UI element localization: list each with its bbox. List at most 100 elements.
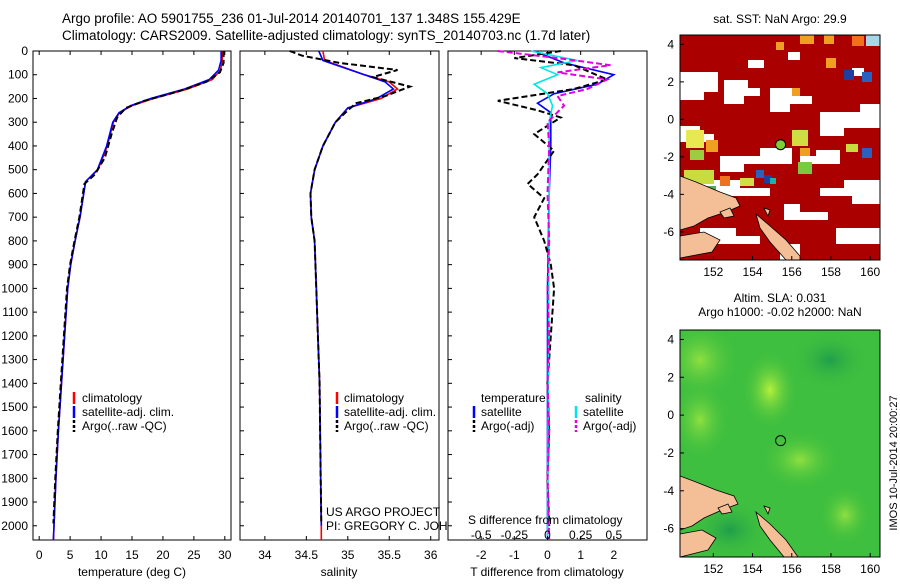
legend-satellite-label: satellite-adj. clim.: [344, 405, 436, 419]
salinity-panel: 34 34.5 35 35.5 36 salinity climatology sate…: [239, 50, 482, 579]
depth-tick-label: 1700: [1, 448, 28, 462]
legend-climatology-label: climatology: [344, 391, 404, 405]
sst-argo-position-marker: [775, 139, 787, 151]
lon-tick-label: 156: [782, 562, 802, 576]
temperature-plot-frame: [32, 50, 232, 541]
salinity-series: [289, 50, 414, 540]
legend-climatology-label: climatology: [82, 391, 142, 405]
depth-tick-label: 300: [8, 115, 28, 129]
lat-tick-label: -6: [663, 522, 674, 536]
lat-tick-label: 2: [667, 370, 674, 384]
salinity-x-label: salinity: [321, 565, 358, 579]
lon-tick-label: 158: [821, 562, 841, 576]
sst-map-field: [680, 35, 880, 260]
temperature-series: [52, 51, 225, 541]
depth-tick-label: 1600: [1, 424, 28, 438]
lat-tick-label: 0: [667, 408, 674, 422]
x-tick-label: 5: [67, 548, 74, 562]
depth-tick-label: 100: [8, 68, 28, 82]
depth-tick-label: 400: [8, 139, 28, 153]
legend-t-satellite-label: satellite: [481, 405, 522, 419]
legend-t-argo-label: Argo(-adj): [481, 419, 534, 433]
legend-argo-label: Argo(..raw -QC): [82, 419, 167, 433]
lon-tick-label: 156: [782, 265, 802, 279]
x-tick-label: 35.5: [378, 548, 402, 562]
legend-argo-label: Argo(..raw -QC): [344, 419, 429, 433]
depth-tick-label: 1300: [1, 353, 28, 367]
imos-timestamp: IMOS 10-Jul-2014 20:00:27: [888, 395, 900, 530]
s-difference-tick-label: -0.25: [501, 528, 529, 542]
temperature-panel: 0 5 10 15 20 25 30 0 100 200 300 400 500 600 700 800 90…: [1, 44, 232, 579]
depth-tick-label: 200: [8, 91, 28, 105]
credit-pi: PI: GREGORY C. JOHNSON: [326, 519, 482, 533]
x-tick-label: 2: [610, 548, 617, 562]
sla-lon-ticks: 152 154 156 158 160: [703, 553, 881, 576]
depth-tick-label: 800: [8, 234, 28, 248]
sla-map-panel: Altim. SLA: 0.031 Argo h1000: -0.02 h200…: [663, 291, 881, 576]
depth-tick-label: 1200: [1, 329, 28, 343]
x-tick-label: 36: [424, 548, 438, 562]
x-tick-label: 34.5: [295, 548, 319, 562]
s-difference-tick-label: 0.5: [605, 528, 622, 542]
sst-map-panel: sat. SST: NaN Argo: 29.9: [663, 12, 880, 279]
sst-top-squares: [776, 35, 880, 96]
s-difference-tick-label: -0.5: [471, 528, 492, 542]
sla-map-field: [680, 330, 871, 557]
sst-lon-ticks: 152 154 156 158 160: [703, 256, 881, 279]
sla-map-title-line1: Altim. SLA: 0.031: [734, 291, 827, 305]
legend-salinity-header: salinity: [585, 391, 622, 405]
x-tick-label: 25: [187, 548, 201, 562]
x-tick-label: 34: [258, 548, 272, 562]
depth-tick-label: 700: [8, 210, 28, 224]
lat-tick-label: -4: [663, 484, 674, 498]
depth-tick-label: 1100: [2, 305, 28, 319]
legend-s-argo-label: Argo(-adj): [583, 419, 636, 433]
depth-tick-label: 0: [21, 44, 28, 58]
lat-tick-label: -2: [663, 150, 674, 164]
series-line-satellite-s: [530, 50, 578, 541]
x-tick-label: -1: [509, 548, 520, 562]
legend-s-satellite-label: satellite: [583, 405, 624, 419]
depth-tick-label: 1400: [1, 376, 28, 390]
lat-tick-label: -6: [663, 225, 674, 239]
s-difference-tick-label: 0.25: [569, 528, 593, 542]
sla-argo-position-marker: [775, 435, 787, 447]
x-tick-label: 0: [36, 548, 43, 562]
temperature-x-ticks: 0 5 10 15 20 25 30: [33, 50, 232, 562]
depth-tick-label: 900: [8, 258, 28, 272]
sla-land: [680, 475, 799, 557]
lon-tick-label: 154: [743, 562, 763, 576]
sst-lat-ticks: 4 2 0 -2 -4 -6: [663, 37, 684, 239]
x-tick-label: 35: [341, 548, 355, 562]
sla-map-title-line2: Argo h1000: -0.02 h2000: NaN: [698, 305, 861, 319]
lon-tick-label: 158: [821, 265, 841, 279]
lon-tick-label: 152: [703, 562, 723, 576]
t-difference-x-ticks: -2 -1 0 1 2: [448, 50, 617, 562]
sst-land: [680, 175, 801, 260]
t-difference-x-label: T difference from climatology: [470, 565, 624, 579]
credit-project: US ARGO PROJECT: [326, 505, 441, 519]
series-line-argo-raw-qc-: [289, 50, 414, 524]
difference-legend: temperature salinity satellite Argo(-adj…: [472, 391, 636, 433]
lat-tick-label: 4: [667, 332, 674, 346]
lat-tick-label: 4: [667, 37, 674, 51]
series-line-argo-adj-s: [497, 50, 611, 541]
temperature-legend: climatology satellite-adj. clim. Argo(..…: [72, 391, 174, 433]
lon-tick-label: 160: [860, 265, 880, 279]
lon-tick-label: 154: [743, 265, 763, 279]
s-difference-tick-label: 0: [544, 528, 551, 542]
s-difference-x-ticks: -0.5 -0.25 0 0.25 0.5: [471, 528, 623, 542]
depth-tick-label: 2000: [1, 519, 28, 533]
x-tick-label: 30: [218, 548, 232, 562]
depth-tick-label: 600: [8, 186, 28, 200]
legend-satellite-label: satellite-adj. clim.: [82, 405, 174, 419]
sst-map-frame: [679, 34, 881, 261]
x-tick-label: 10: [94, 548, 108, 562]
lon-tick-label: 160: [860, 562, 880, 576]
x-tick-label: 20: [156, 548, 170, 562]
lat-tick-label: 0: [667, 112, 674, 126]
salinity-x-ticks: 34 34.5 35 35.5 36: [240, 50, 438, 562]
lon-tick-label: 152: [703, 265, 723, 279]
depth-tick-label: 1000: [1, 281, 28, 295]
